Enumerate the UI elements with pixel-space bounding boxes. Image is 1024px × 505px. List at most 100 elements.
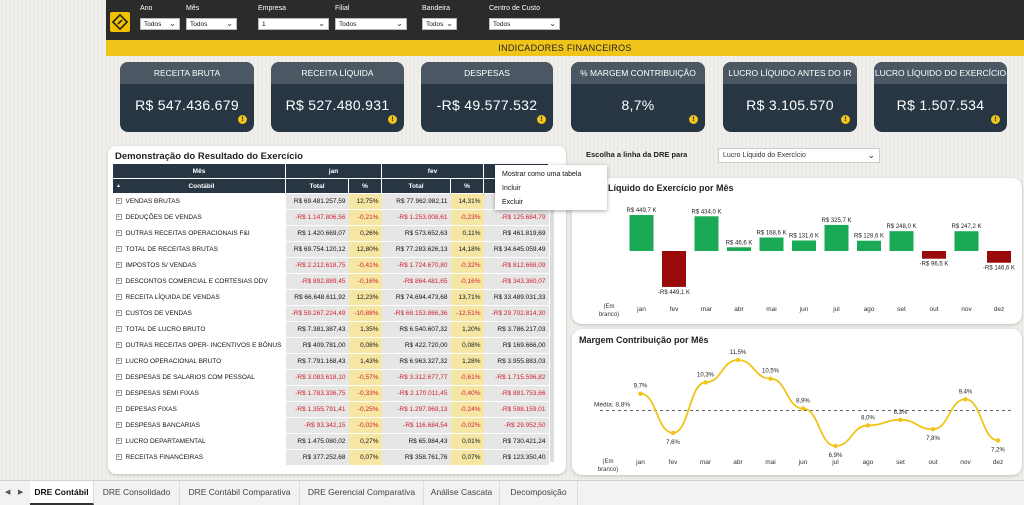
col-pct-header[interactable]: % <box>348 178 382 194</box>
expand-row-icon[interactable]: + <box>115 262 122 269</box>
expand-row-icon[interactable]: + <box>115 358 122 365</box>
tab-dre-consolidado[interactable]: DRE Consolidado <box>94 481 180 505</box>
cell-mar-total: -R$ 881.753,66 <box>483 385 549 402</box>
cell-fev-pct: -0,24% <box>450 401 484 418</box>
kpi-title: LUCRO LÍQUIDO DO EXERCÍCIO <box>874 62 1007 84</box>
filter-value: Todos <box>339 21 357 28</box>
cell-mar-total: R$ 169.666,00 <box>483 337 549 354</box>
cell-jan-total: -R$ 1.355.791,41 <box>285 401 349 418</box>
expand-row-icon[interactable]: + <box>115 246 122 253</box>
info-icon[interactable]: ! <box>537 115 546 124</box>
expand-row-icon[interactable]: + <box>115 390 122 397</box>
tab-analise-cascata[interactable]: Análise Cascata <box>424 481 500 505</box>
month-header: Mês <box>112 163 286 179</box>
col-total-header[interactable]: Total <box>381 178 451 194</box>
prev-page-icon[interactable]: ◀ <box>5 489 11 496</box>
menu-item-show-as-table[interactable]: Mostrar como uma tabela <box>502 171 582 178</box>
tab-dre-gerencial-comparativa[interactable]: DRE Gerencial Comparativa <box>300 481 424 505</box>
next-page-icon[interactable]: ▶ <box>18 489 24 496</box>
month-jan-header[interactable]: jan <box>285 163 382 179</box>
table-row[interactable]: + OUTRAS RECEITAS OPER- INCENTIVOS E BÔNU… <box>112 337 549 354</box>
filter-value: Todos <box>493 21 511 28</box>
cell-jan-total: R$ 69.754.120,12 <box>285 241 349 258</box>
filter-mes-select[interactable]: Todos ⌄ <box>186 18 237 30</box>
cell-fev-total: -R$ 68.153.866,36 <box>381 305 451 322</box>
table-row[interactable]: + TOTAL DE LUCRO BRUTO R$ 7.381.387,43 1,35… <box>112 321 549 338</box>
table-row[interactable]: + RECEITA LÍQUIDA DE VENDAS R$ 66.648.611,… <box>112 289 549 306</box>
info-icon[interactable]: ! <box>841 115 850 124</box>
info-icon[interactable]: ! <box>388 115 397 124</box>
cell-fev-total: R$ 65.984,43 <box>381 433 451 450</box>
cell-mar-total: -R$ 598.159,01 <box>483 401 549 418</box>
cell-fev-pct: 1,28% <box>450 353 484 370</box>
table-row[interactable]: + TOTAL DE RECEITAS BRUTAS R$ 69.754.120,1… <box>112 241 549 258</box>
filter-ano-select[interactable]: Todos ⌄ <box>140 18 180 30</box>
x-tick-label: jan <box>635 459 645 466</box>
month-fev-header[interactable]: fev <box>381 163 484 179</box>
table-row[interactable]: + VENDAS BRUTAS R$ 69.481.257,59 12,75% R$ 7… <box>112 193 549 210</box>
data-label: 7,2% <box>991 447 1005 453</box>
expand-row-icon[interactable]: + <box>115 438 122 445</box>
expand-row-icon[interactable]: + <box>115 422 122 429</box>
expand-row-icon[interactable]: + <box>115 310 122 317</box>
expand-row-icon[interactable]: + <box>115 374 122 381</box>
expand-row-icon[interactable]: + <box>115 342 122 349</box>
table-row[interactable]: + LUCRO OPERACIONAL BRUTO R$ 7.791.168,43 1… <box>112 353 549 370</box>
table-row[interactable]: + DESCONTOS COMERCIAL E CORTESIAS DDV -R$ … <box>112 273 549 290</box>
row-label-text: RECEITAS FINANCEIRAS <box>125 454 204 461</box>
dre-matrix: Mês jan fev ▲ Contábil Total % Total % + V… <box>112 163 549 466</box>
sort-ascending-icon: ▲ <box>116 182 121 189</box>
filter-empresa-select[interactable]: 1 ⌄ <box>258 18 329 30</box>
tab-decomposicao[interactable]: Decomposição <box>500 481 578 505</box>
row-label-text: OUTRAS RECEITAS OPERACIONAIS F&I <box>125 230 250 237</box>
x-tick-label: dez <box>993 459 1003 466</box>
kpi-card-despesas: DESPESAS -R$ 49.577.532 ! <box>421 62 553 132</box>
expand-row-icon[interactable]: + <box>115 406 122 413</box>
filter-centro-custo-select[interactable]: Todos ⌄ <box>489 18 560 30</box>
table-row[interactable]: + DESPESAS SEMI FIXAS -R$ 1.783.336,75 -0,3… <box>112 385 549 402</box>
filter-bandeira-select[interactable]: Todos ⌄ <box>422 18 457 30</box>
info-icon[interactable]: ! <box>238 115 247 124</box>
table-row[interactable]: + DESPESAS BANCARIAS -R$ 93.342,15 -0,02% -R… <box>112 417 549 434</box>
cell-jan-pct: -0,41% <box>348 257 382 274</box>
chevron-down-icon: ⌄ <box>318 19 325 28</box>
table-row[interactable]: + IMPOSTOS S/ VENDAS -R$ 2.212.618,75 -0,41… <box>112 257 549 274</box>
x-tick-label: fev <box>669 459 678 466</box>
expand-row-icon[interactable]: + <box>115 326 122 333</box>
expand-row-icon[interactable]: + <box>115 454 122 461</box>
dre-line-dropdown[interactable]: Lucro Líquido do Exercício ⌄ <box>718 148 880 163</box>
col-pct-header[interactable]: % <box>450 178 484 194</box>
expand-row-icon[interactable]: + <box>115 230 122 237</box>
row-label: + IMPOSTOS S/ VENDAS <box>112 257 286 274</box>
tab-dre-contabil[interactable]: DRE Contábil <box>30 481 94 505</box>
filter-filial-select[interactable]: Todos ⌄ <box>335 18 407 30</box>
menu-item-exclude[interactable]: Excluir <box>502 199 524 206</box>
tab-dre-contabil-comparativa[interactable]: DRE Contábil Comparativa <box>180 481 300 505</box>
x-tick-label: jul <box>832 306 840 313</box>
table-row[interactable]: + CUSTOS DE VENDAS -R$ 59.267.224,49 -10,88… <box>112 305 549 322</box>
info-icon[interactable]: ! <box>689 115 698 124</box>
x-tick-label: mai <box>765 459 775 466</box>
expand-row-icon[interactable]: + <box>115 198 122 205</box>
table-row[interactable]: + DEPESAS FIXAS -R$ 1.355.791,41 -0,25% -R$ … <box>112 401 549 418</box>
table-row[interactable]: + RECEITAS FINANCEIRAS R$ 377.252,68 0,07% R… <box>112 449 549 466</box>
expand-row-icon[interactable]: + <box>115 278 122 285</box>
expand-row-icon[interactable]: + <box>115 294 122 301</box>
info-icon[interactable]: ! <box>991 115 1000 124</box>
kpi-value: R$ 527.480.931 <box>285 97 390 113</box>
col-total-header[interactable]: Total <box>285 178 349 194</box>
data-label: R$ 168,6 K <box>756 231 786 237</box>
menu-item-include[interactable]: Incluir <box>502 185 521 192</box>
table-row[interactable]: + LUCRO DEPARTAMENTAL R$ 1.475.080,02 0,27%… <box>112 433 549 450</box>
row-header[interactable]: ▲ Contábil <box>112 178 286 194</box>
cell-jan-total: -R$ 93.342,15 <box>285 417 349 434</box>
table-row[interactable]: + OUTRAS RECEITAS OPERACIONAIS F&I R$ 1.42… <box>112 225 549 242</box>
cell-jan-pct: -0,21% <box>348 209 382 226</box>
table-row[interactable]: + DEDUÇÕES DE VENDAS -R$ 1.147.806,56 -0,21… <box>112 209 549 226</box>
data-label: -R$ 96,5 K <box>920 262 949 268</box>
row-label-text: VENDAS BRUTAS <box>125 198 180 205</box>
table-scrollbar[interactable] <box>550 192 554 462</box>
expand-row-icon[interactable]: + <box>115 214 122 221</box>
table-row[interactable]: + DESPESAS DE SALARIOS COM PESSOAL -R$ 3.0… <box>112 369 549 386</box>
cell-fev-total: R$ 77.962.982,11 <box>381 193 451 210</box>
